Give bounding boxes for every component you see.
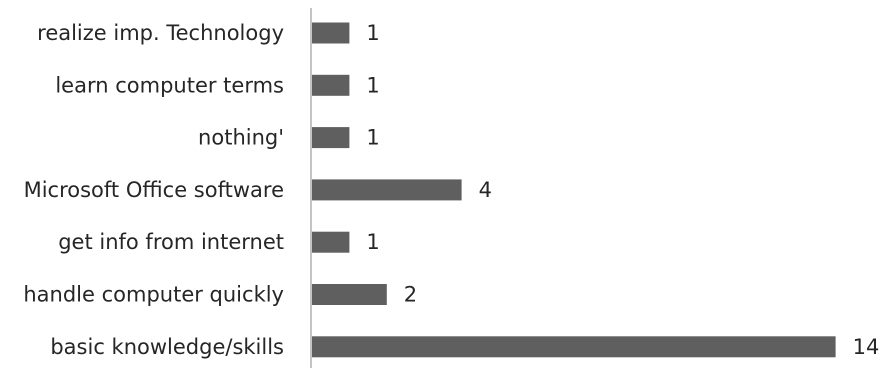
category-label: Microsoft Office software: [24, 178, 284, 202]
bar: [312, 127, 350, 149]
bar: [312, 231, 350, 253]
value-label: 1: [366, 230, 379, 254]
category-label: nothing': [198, 126, 284, 150]
bar: [312, 74, 350, 96]
bar: [312, 336, 836, 358]
category-label: learn computer terms: [55, 73, 284, 97]
category-label: basic knowledge/skills: [50, 335, 284, 359]
category-label: handle computer quickly: [23, 283, 284, 307]
value-label: 14: [853, 335, 880, 359]
category-label: realize imp. Technology: [37, 21, 284, 45]
value-label: 1: [366, 126, 379, 150]
bar: [312, 179, 462, 201]
bar: [312, 284, 387, 305]
value-label: 4: [479, 178, 492, 202]
value-label: 1: [366, 21, 379, 45]
bar: [312, 22, 350, 44]
category-label: get info from internet: [58, 230, 284, 254]
bars-group: [312, 22, 836, 358]
category-labels-group: realize imp. Technology learn computer te…: [23, 21, 284, 359]
value-label: 1: [366, 73, 379, 97]
value-label: 2: [404, 283, 417, 307]
